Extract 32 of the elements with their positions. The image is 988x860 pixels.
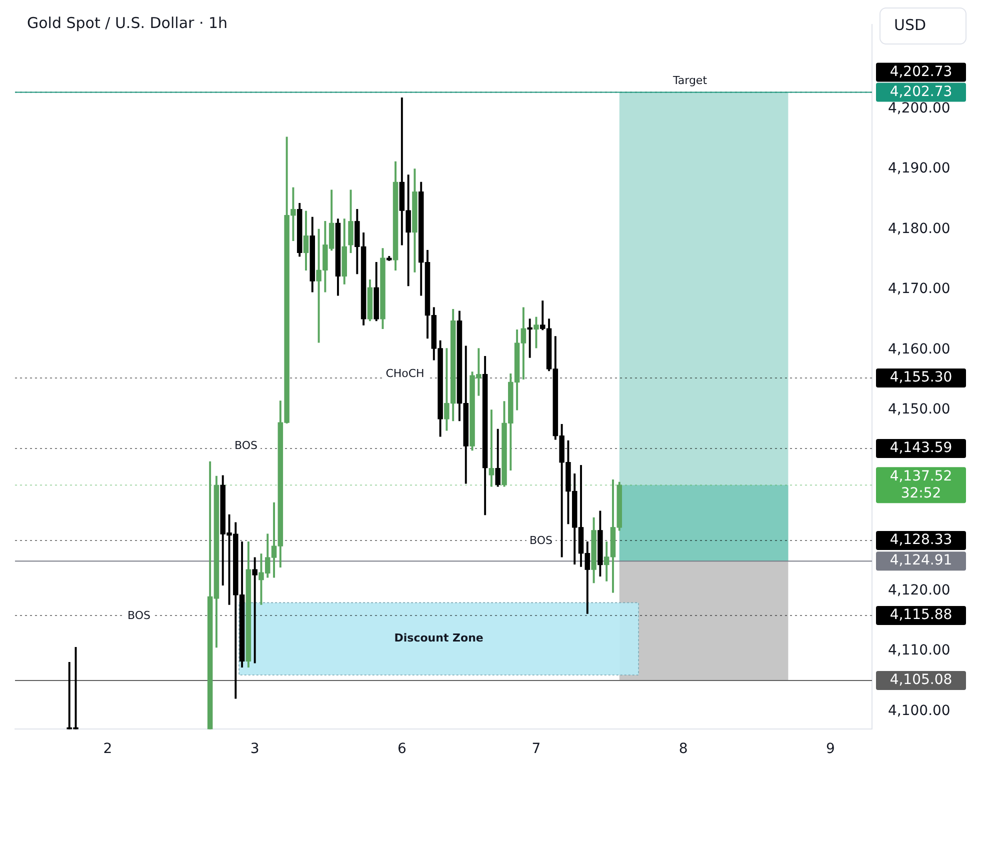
y-tick-label: 4,200.00: [888, 100, 950, 116]
ref-line-label: 4,124.91: [890, 552, 952, 569]
ref-line-label: 4,105.08: [890, 672, 952, 688]
ref-line-label: 4,137.52 32:52: [890, 468, 952, 502]
y-tick-label: 4,160.00: [888, 341, 950, 358]
chart-title: Gold Spot / U.S. Dollar · 1h: [27, 14, 228, 32]
x-tick-label: 9: [826, 741, 835, 758]
ref-line-label: 4,202.73: [890, 84, 952, 100]
y-tick-label: 4,180.00: [888, 220, 950, 237]
y-tick-label: 4,170.00: [888, 281, 950, 298]
annotation: CHoCH: [386, 366, 424, 380]
ref-line-label: 4,202.73: [890, 64, 952, 80]
ref-line-label: 4,128.33: [890, 532, 952, 548]
annotation: Target: [672, 74, 708, 87]
x-tick-label: 7: [532, 741, 541, 758]
ref-line-label: 4,115.88: [890, 607, 952, 624]
x-tick-label: 6: [397, 741, 406, 758]
x-tick-label: 8: [678, 741, 688, 758]
annotation: BOS: [530, 534, 553, 547]
x-tick-label: 3: [250, 741, 260, 758]
x-tick-label: 2: [103, 741, 112, 758]
annotation: BOS: [234, 438, 258, 452]
ref-line-label: 4,143.59: [890, 440, 952, 456]
y-tick-label: 4,100.00: [888, 702, 950, 719]
y-tick-label: 4,190.00: [888, 160, 950, 177]
y-tick-label: 4,120.00: [888, 582, 950, 598]
y-tick-label: 4,150.00: [888, 402, 950, 418]
band-label: Discount Zone: [394, 632, 484, 645]
annotation: BOS: [128, 608, 151, 622]
y-axis-title: USD: [894, 16, 926, 34]
y-tick-label: 4,110.00: [888, 642, 950, 659]
ref-line-label: 4,155.30: [890, 370, 952, 386]
